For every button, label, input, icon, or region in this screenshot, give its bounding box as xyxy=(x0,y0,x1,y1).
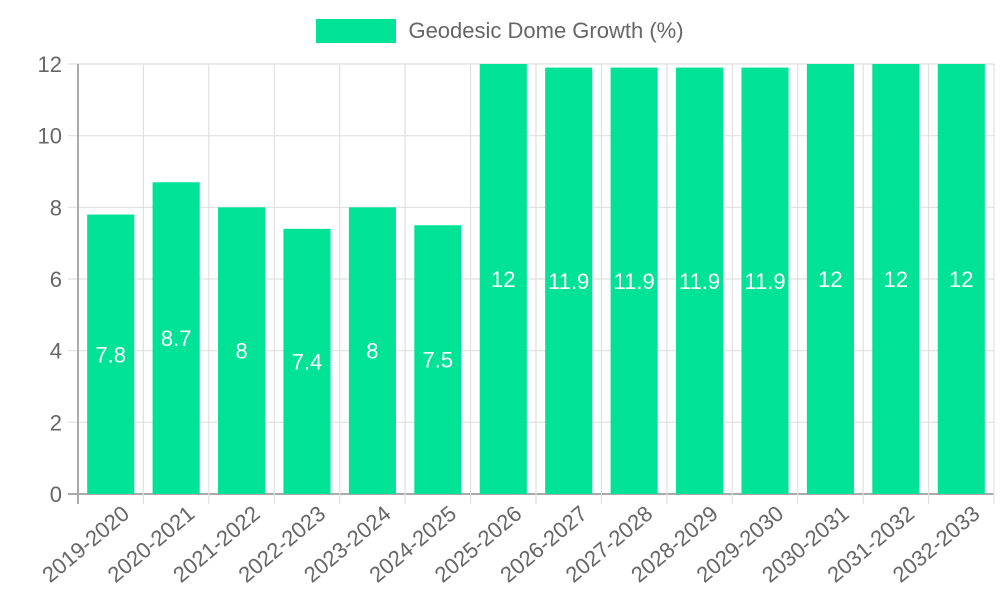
bar[interactable] xyxy=(676,67,724,494)
bar[interactable] xyxy=(348,207,396,495)
bar-value-label: 11.9 xyxy=(614,269,655,294)
bar-value-label: 11.9 xyxy=(679,269,720,294)
y-tick-label: 8 xyxy=(50,195,62,220)
y-tick-label: 0 xyxy=(50,482,62,507)
y-tick-label: 2 xyxy=(50,410,62,435)
bar[interactable] xyxy=(152,182,200,494)
bar[interactable] xyxy=(610,67,658,494)
bar-value-label: 11.9 xyxy=(548,269,589,294)
bar-value-label: 12 xyxy=(818,267,842,292)
legend-swatch[interactable] xyxy=(316,19,397,43)
bar[interactable] xyxy=(937,64,985,494)
bar[interactable] xyxy=(545,67,593,494)
y-tick-label: 6 xyxy=(50,267,62,292)
grid xyxy=(68,63,995,504)
bar[interactable] xyxy=(218,207,266,495)
y-tick-label: 10 xyxy=(38,124,62,149)
bar-value-label: 12 xyxy=(949,267,973,292)
bar-value-label: 12 xyxy=(884,267,908,292)
bar[interactable] xyxy=(87,214,135,495)
bar-value-label: 7.4 xyxy=(292,349,323,374)
bar[interactable] xyxy=(806,64,854,494)
bar[interactable] xyxy=(479,64,527,494)
chart-legend: Geodesic Dome Growth (%) xyxy=(0,18,1000,44)
bars: 7.8 8.7 8 7.4 8 7.5 12 11.9 11.9 11.9 11.9 12 12 12 xyxy=(87,64,985,495)
bar-value-label: 8 xyxy=(366,339,378,364)
bar[interactable] xyxy=(414,225,462,494)
legend-label: Geodesic Dome Growth (%) xyxy=(408,18,684,43)
bar-value-label: 8.7 xyxy=(161,326,192,351)
bar[interactable] xyxy=(283,228,331,495)
bar-value-label: 7.8 xyxy=(95,342,126,367)
bar-value-label: 11.9 xyxy=(744,269,785,294)
bar-value-label: 12 xyxy=(491,267,515,292)
bar-value-label: 8 xyxy=(235,339,247,364)
y-tick-label: 4 xyxy=(50,339,62,364)
bar-value-label: 7.5 xyxy=(423,348,454,373)
bar[interactable] xyxy=(872,64,920,494)
y-tick-label: 12 xyxy=(38,52,62,77)
bar[interactable] xyxy=(741,67,789,494)
